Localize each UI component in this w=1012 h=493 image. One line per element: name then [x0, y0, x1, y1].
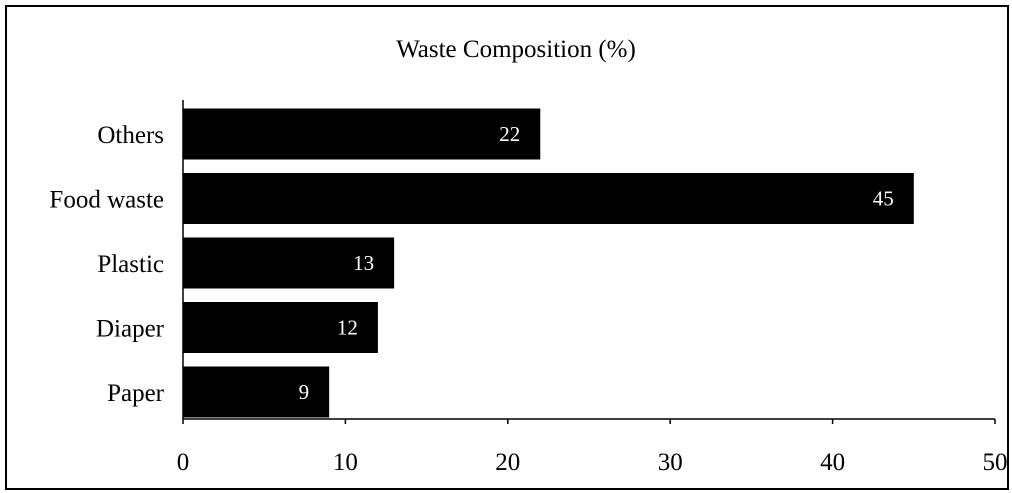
data-label: 22: [499, 122, 520, 146]
data-label: 13: [353, 251, 374, 275]
bar-food-waste: [183, 173, 914, 224]
bar-paper: [183, 366, 330, 418]
data-label: 45: [873, 187, 894, 211]
bars-layer: 22 45 13 12 9: [183, 108, 914, 418]
category-label: Food waste: [49, 187, 164, 214]
category-label: Others: [97, 122, 164, 149]
axis-layer: Others Food waste Plastic Diaper Paper 0 10 20 3…: [49, 100, 1008, 476]
x-tick-label: 0: [177, 449, 190, 476]
x-tick-label: 40: [820, 449, 845, 476]
x-tick-label: 20: [495, 449, 520, 476]
x-tick-label: 10: [333, 449, 358, 476]
data-label: 12: [337, 316, 358, 340]
x-tick-label: 30: [658, 449, 683, 476]
chart-title: Waste Composition (%): [396, 36, 636, 63]
chart-frame: [5, 5, 1009, 490]
data-label: 9: [299, 380, 310, 404]
bar-plastic: [183, 237, 395, 289]
category-label: Paper: [107, 380, 165, 407]
bar-others: [183, 108, 541, 160]
x-tick-label: 50: [983, 449, 1008, 476]
category-label: Plastic: [97, 251, 164, 278]
bar-diaper: [183, 302, 378, 353]
category-label: Diaper: [96, 316, 165, 343]
